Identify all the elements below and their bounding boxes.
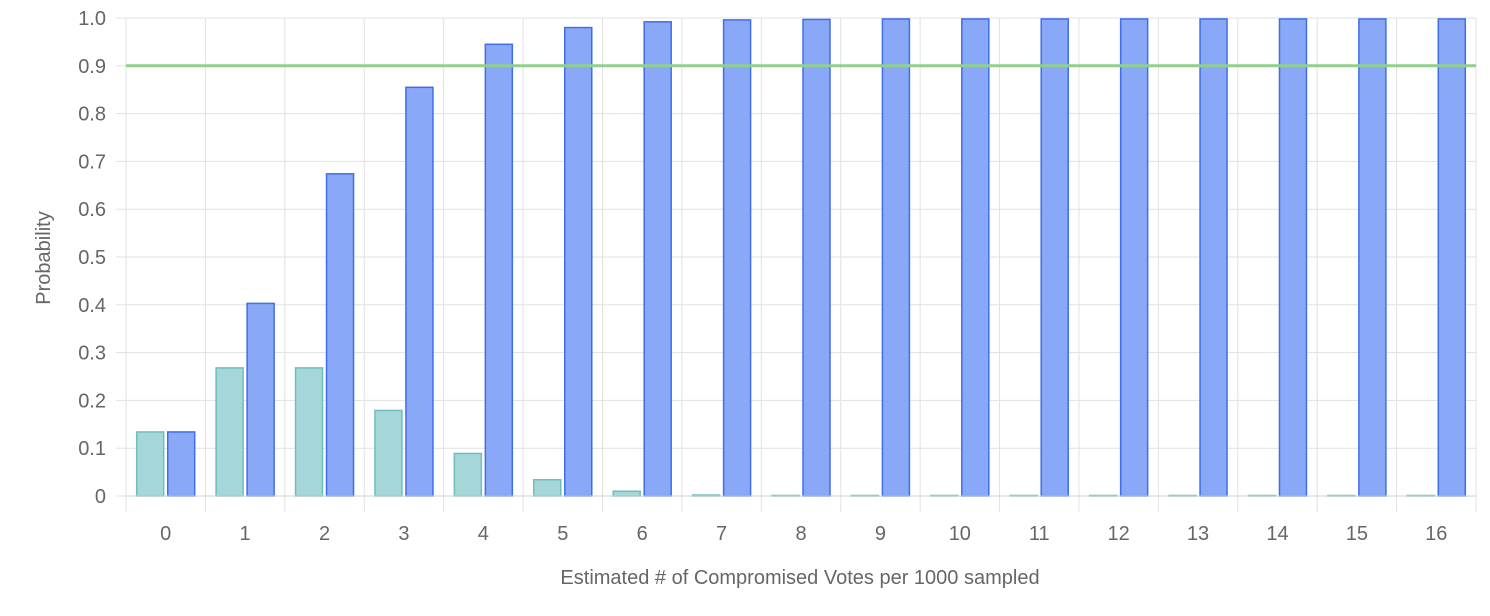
bar-series-2 (881, 18, 911, 497)
x-tick-label: 11 (1029, 523, 1050, 545)
bar-series-2 (1358, 18, 1387, 497)
bar-series-1 (374, 409, 403, 497)
bar-series-2 (1437, 18, 1467, 497)
x-axis-title: Estimated # of Compromised Votes per 100… (560, 567, 1039, 589)
y-tick-label: 0.3 (78, 343, 106, 365)
y-axis-title: Probability (33, 211, 55, 304)
x-tick-label: 1 (240, 523, 251, 545)
y-tick-label: 0.6 (78, 199, 106, 221)
x-tick-label: 5 (557, 523, 568, 545)
y-tick-label: 0 (95, 486, 106, 508)
bar-series-2 (1119, 18, 1149, 497)
x-tick-label: 9 (875, 523, 886, 545)
x-tick-label: 2 (319, 523, 330, 545)
y-tick-label: 0.4 (78, 295, 106, 317)
x-tick-label: 13 (1187, 523, 1209, 545)
x-tick-label: 14 (1266, 523, 1288, 545)
bar-series-2 (961, 18, 990, 497)
x-tick-label: 6 (637, 523, 648, 545)
bar-series-1 (135, 431, 165, 497)
y-tick-label: 0.5 (78, 247, 106, 269)
y-tick-label: 0.9 (78, 56, 106, 78)
x-tick-label: 7 (716, 523, 727, 545)
x-tick-label: 3 (398, 523, 409, 545)
x-tick-label: 16 (1425, 523, 1447, 545)
bar-series-2 (802, 18, 831, 497)
x-tick-label: 15 (1346, 523, 1368, 545)
y-tick-label: 0.8 (78, 104, 106, 126)
bar-series-1 (215, 367, 244, 497)
y-tick-label: 1.0 (78, 8, 106, 30)
bar-series-2 (1278, 18, 1308, 497)
x-tick-label: 10 (949, 523, 971, 545)
bar-series-2 (1040, 18, 1069, 497)
axes: 00.10.20.30.40.50.60.70.80.91.00 1 2 3 4 5 6 7 8… (78, 8, 1477, 545)
bar-series-2 (166, 431, 196, 497)
bar-series-1 (533, 478, 562, 497)
x-tick-label: 0 (160, 523, 171, 545)
y-tick-label: 0.7 (78, 151, 106, 173)
bar-series-2 (246, 302, 275, 497)
x-tick-label: 4 (478, 523, 489, 545)
bar-series-2 (325, 173, 355, 497)
bar-series-2 (1199, 18, 1228, 497)
x-tick-label: 12 (1108, 523, 1130, 545)
bar-series-1 (453, 452, 483, 497)
bar-series-2 (484, 43, 514, 497)
bar-series-1 (294, 367, 324, 497)
bar-series-2 (564, 26, 593, 497)
bars (135, 18, 1467, 497)
y-tick-label: 0.1 (78, 438, 106, 460)
bar-series-1 (612, 490, 641, 497)
bar-series-2 (643, 21, 672, 497)
x-tick-label: 8 (795, 523, 806, 545)
y-tick-label: 0.2 (78, 390, 106, 412)
bar-series-2 (405, 86, 434, 497)
bar-series-2 (722, 19, 752, 497)
